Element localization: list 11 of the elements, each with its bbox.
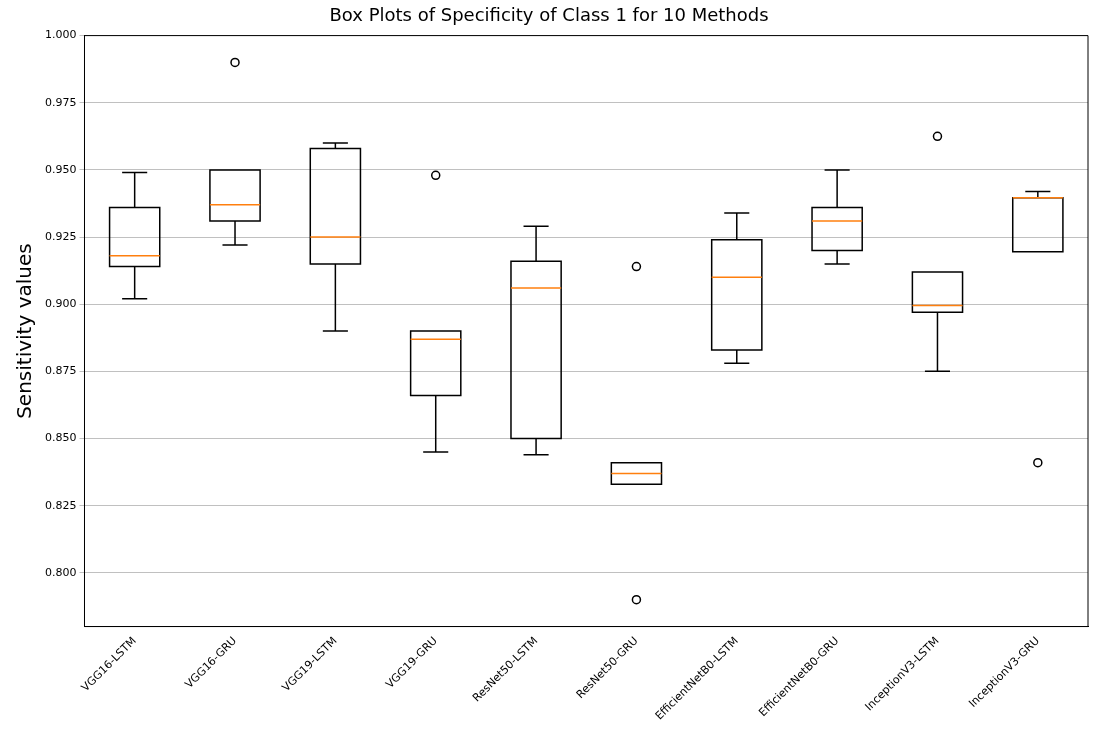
y-tick-label: 0.825: [44, 498, 77, 512]
chart-title: Box Plots of Specificity of Class 1 for 10 Methods: [329, 4, 769, 26]
y-tick-label: 0.800: [44, 565, 77, 579]
y-tick-label: 0.900: [44, 297, 77, 311]
y-tick-label: 0.875: [44, 364, 77, 378]
y-tick-label: 0.850: [44, 431, 77, 445]
y-axis-title: Sensitivity values: [12, 243, 37, 419]
y-tick-label: 1.000: [44, 28, 77, 42]
y-tick-label: 0.975: [44, 95, 77, 109]
y-tick-label: 0.950: [44, 162, 77, 176]
y-tick-label: 0.925: [44, 229, 77, 243]
